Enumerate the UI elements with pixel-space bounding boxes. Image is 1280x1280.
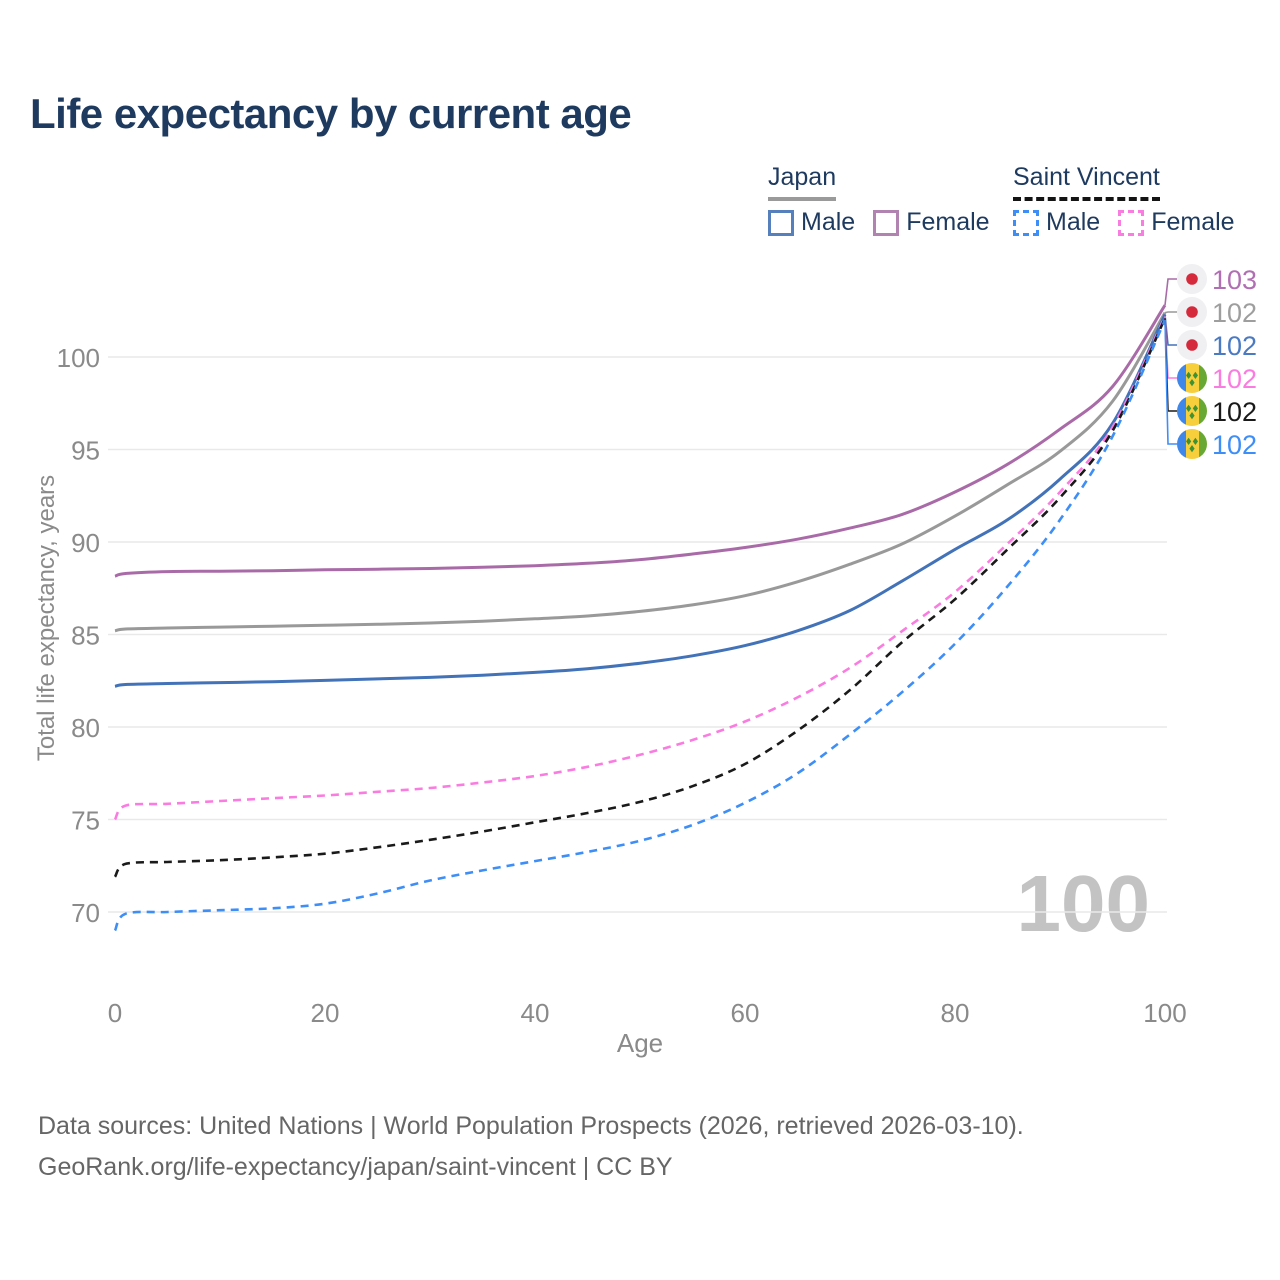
end-value-label: 102: [1212, 331, 1257, 361]
legend-group-japan: Japan Male Female: [768, 163, 990, 237]
leader-line: [1164, 278, 1177, 306]
leader-line: [1164, 314, 1177, 346]
leader-line: [1164, 311, 1177, 314]
x-axis-title: Age: [616, 1028, 664, 1058]
end-value-label: 102: [1212, 397, 1257, 427]
legend-japan-female-label[interactable]: Female: [906, 208, 990, 236]
x-tick-label: 0: [108, 998, 122, 1028]
x-tick-label: 40: [521, 998, 550, 1028]
footer-data-sources: Data sources: United Nations | World Pop…: [38, 1112, 1024, 1140]
end-value-label: 103: [1212, 265, 1257, 295]
y-tick-label: 80: [71, 713, 100, 743]
series-line-saint-vincent-female[interactable]: [113, 315, 1167, 821]
saint-vincent-flag-icon: [1177, 396, 1207, 426]
legend-japan-female-swatch[interactable]: [873, 209, 900, 236]
series-line-japan-female[interactable]: [114, 304, 1167, 578]
footer-attribution[interactable]: GeoRank.org/life-expectancy/japan/saint-…: [38, 1152, 673, 1181]
legend-japan-title[interactable]: Japan: [768, 163, 837, 201]
leader-line: [1164, 319, 1177, 445]
saint-vincent-flag-icon: [1177, 363, 1207, 393]
page-title: Life expectancy by current age: [30, 90, 632, 137]
end-value-label: 102: [1212, 430, 1257, 460]
legend-saint-vincent-female-swatch[interactable]: [1118, 209, 1145, 236]
y-tick-label: 90: [71, 528, 100, 558]
legend-group-saint-vincent: Saint Vincent Male Female: [1013, 163, 1235, 237]
series-line-japan-male[interactable]: [114, 313, 1167, 688]
hover-age-watermark: 100: [1016, 859, 1150, 948]
legend-saint-vincent-title[interactable]: Saint Vincent: [1013, 163, 1160, 201]
end-value-label: 102: [1212, 298, 1257, 328]
series-line-saint-vincent-both-sexes[interactable]: [113, 317, 1167, 878]
series-line-saint-vincent-male[interactable]: [113, 319, 1167, 932]
leader-line: [1164, 316, 1177, 379]
legend-saint-vincent-male-label[interactable]: Male: [1046, 208, 1101, 236]
japan-flag-icon: [1177, 264, 1207, 294]
japan-flag-icon: [1177, 330, 1207, 360]
y-tick-label: 75: [71, 806, 100, 836]
saint-vincent-flag-icon: [1177, 429, 1207, 459]
legend-japan-male-swatch[interactable]: [768, 209, 794, 236]
y-tick-label: 95: [71, 436, 100, 466]
end-value-label: 102: [1212, 364, 1257, 394]
y-tick-label: 85: [71, 621, 100, 651]
x-tick-label: 80: [941, 998, 970, 1028]
y-tick-label: 100: [57, 343, 100, 373]
leader-line: [1164, 318, 1177, 412]
x-tick-label: 100: [1143, 998, 1186, 1028]
legend-saint-vincent-female-label[interactable]: Female: [1151, 208, 1235, 236]
y-axis-title: Total life expectancy, years: [33, 474, 60, 762]
legend-saint-vincent-male-swatch[interactable]: [1013, 209, 1039, 236]
x-tick-label: 20: [311, 998, 340, 1028]
legend-japan-male-label[interactable]: Male: [801, 208, 856, 236]
footer: Data sources: United Nations | World Pop…: [38, 1106, 1024, 1187]
series-line-japan-both-sexes[interactable]: [114, 311, 1167, 633]
x-tick-label: 60: [731, 998, 760, 1028]
japan-flag-icon: [1177, 297, 1207, 327]
